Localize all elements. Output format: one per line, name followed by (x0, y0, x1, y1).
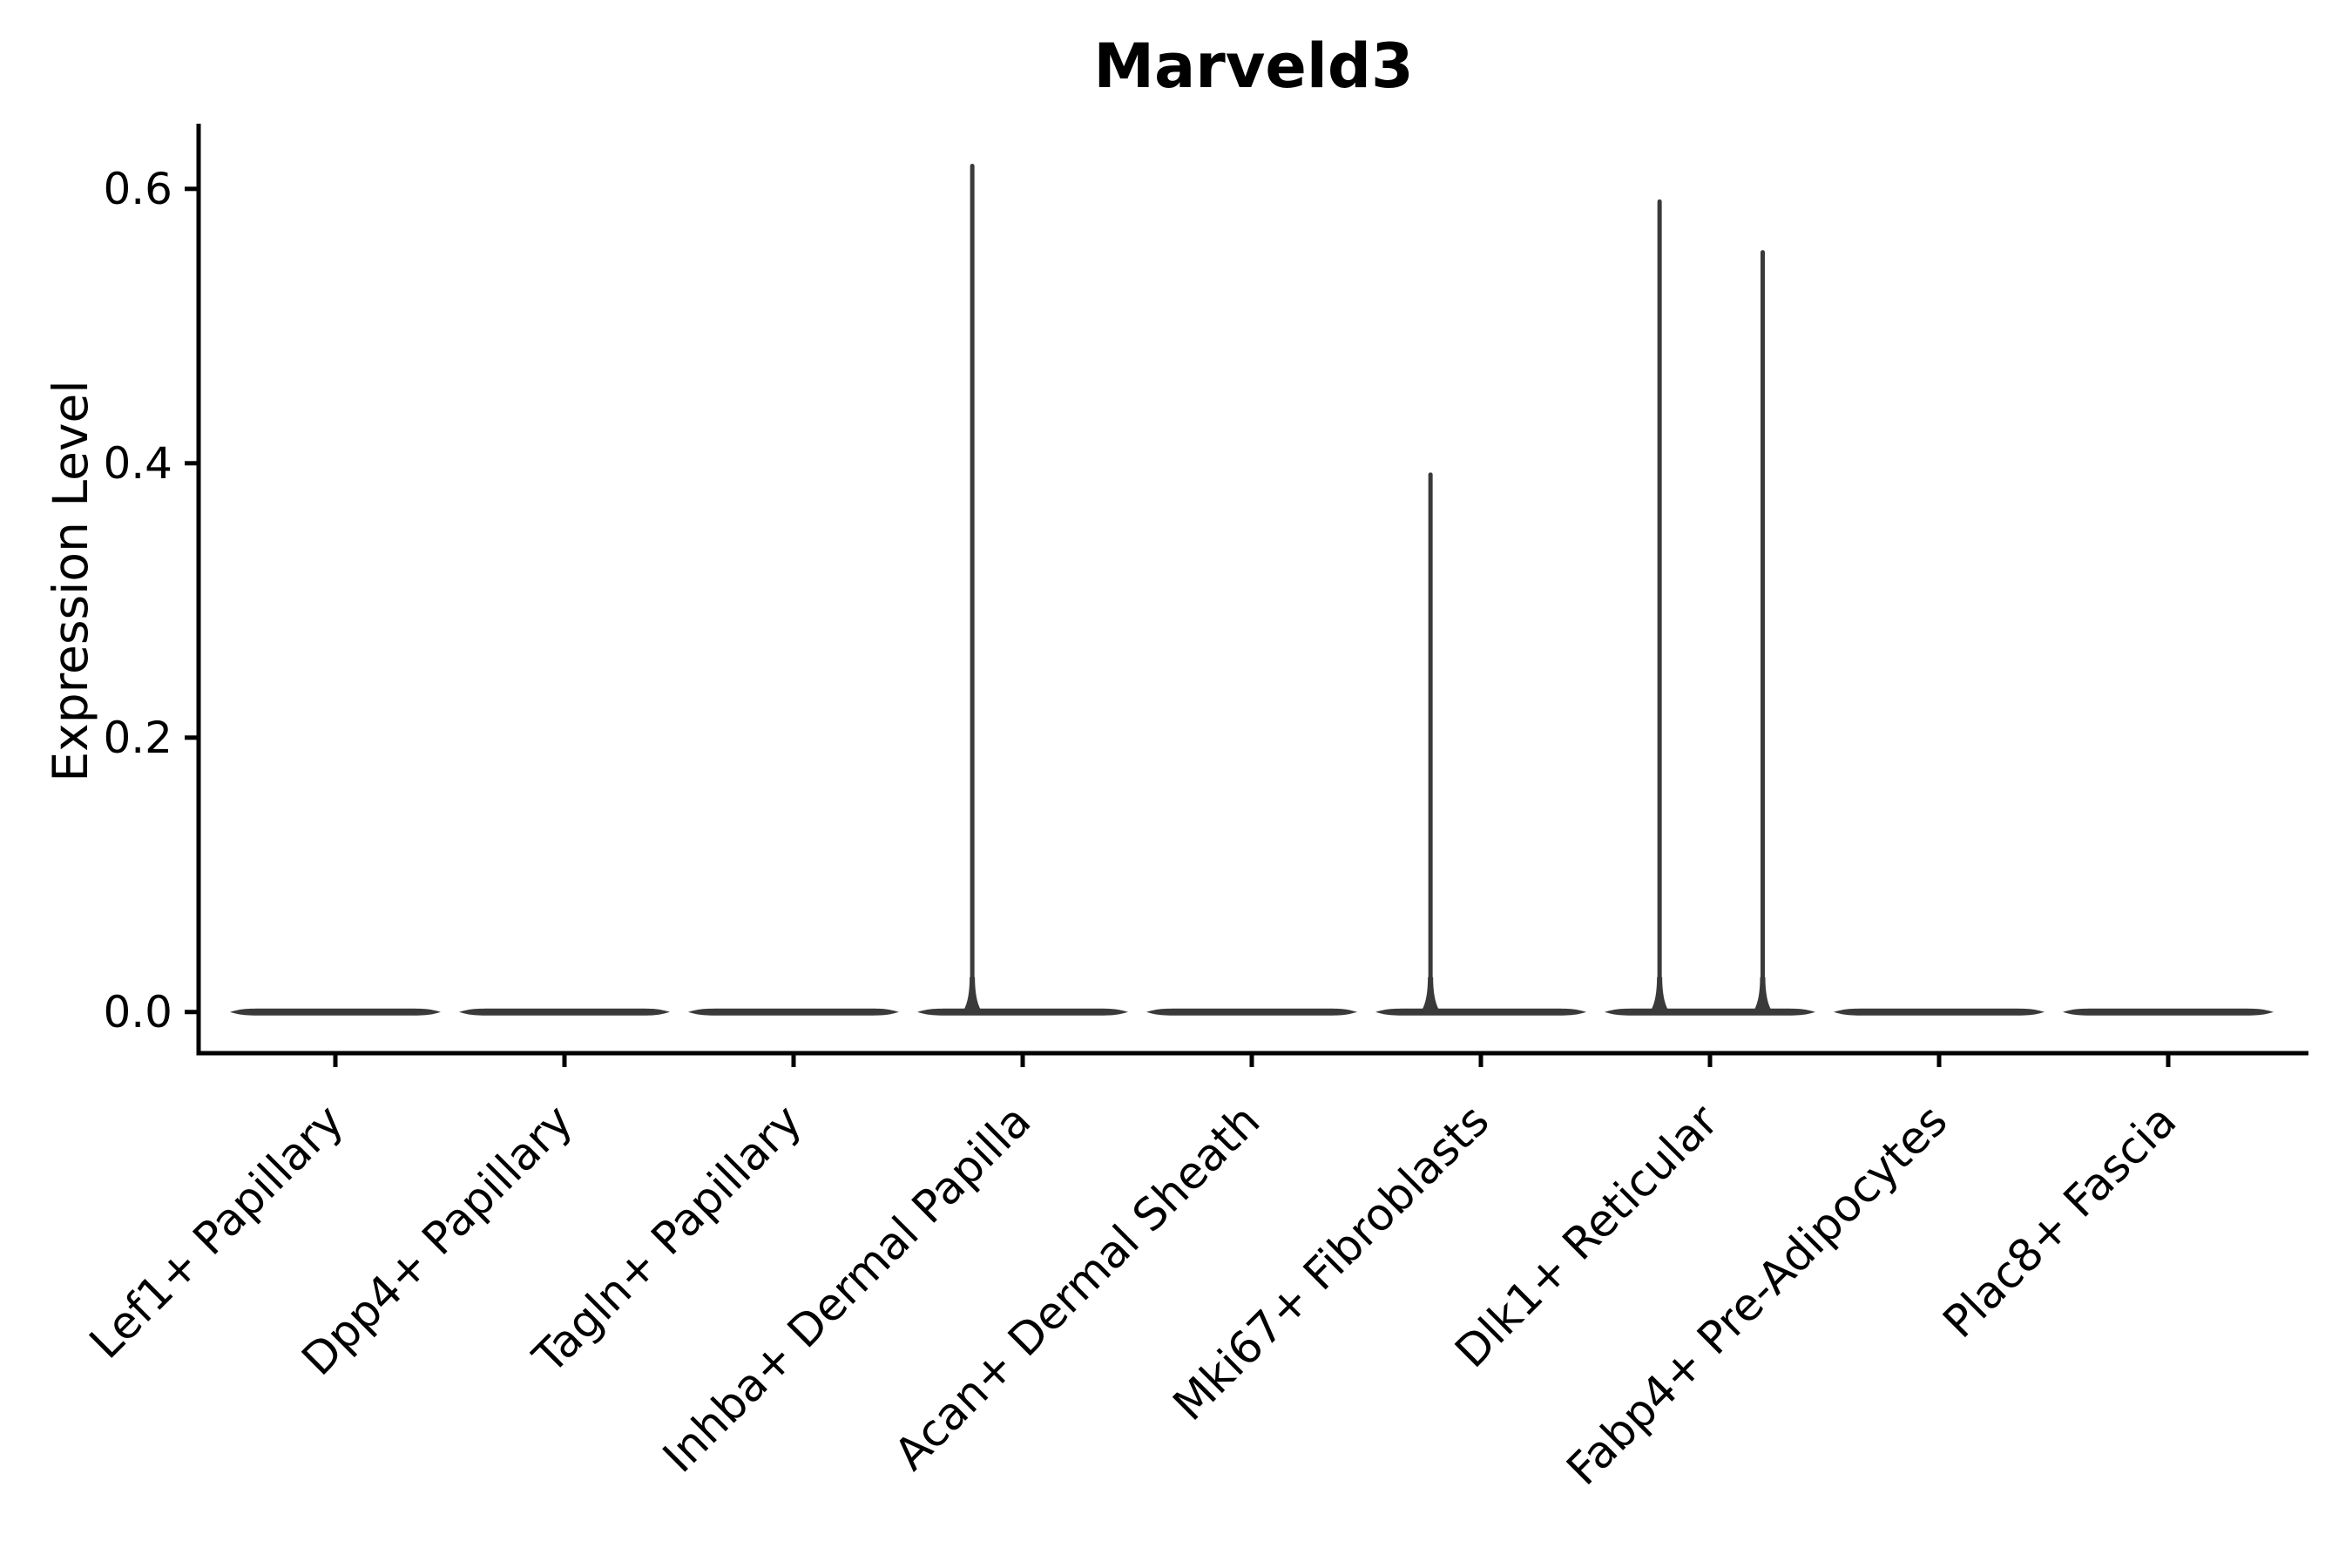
violin-base (1834, 1008, 2044, 1016)
x-tick-label: Fabp4+ Pre-Adipocytes (1558, 1095, 1957, 1495)
violin-base (1375, 1008, 1586, 1016)
y-tick-label: 0.4 (103, 438, 172, 489)
violin-base (1605, 1008, 1815, 1016)
x-tick-label: Inhba+ Dermal Papilla (653, 1095, 1041, 1483)
violin-base (459, 1008, 670, 1016)
x-tick-label: Acan+ Dermal Sheath (885, 1095, 1270, 1480)
violin-base (1146, 1008, 1357, 1016)
y-tick-label: 0.2 (103, 713, 172, 763)
plot-title: Marveld3 (1093, 30, 1413, 102)
violin-base (688, 1008, 899, 1016)
violin-base (2063, 1008, 2274, 1016)
x-tick-label: Plac8+ Fascia (1934, 1095, 2186, 1348)
y-axis-ticks: 0.0 0.2 0.4 0.6 (103, 164, 199, 1037)
y-tick-label: 0.0 (103, 987, 172, 1037)
y-tick-label: 0.6 (103, 164, 172, 214)
y-axis-label: Expression Level (43, 380, 98, 781)
violin-base (917, 1008, 1128, 1016)
violin-base (230, 1008, 441, 1016)
violins (230, 163, 2274, 1016)
